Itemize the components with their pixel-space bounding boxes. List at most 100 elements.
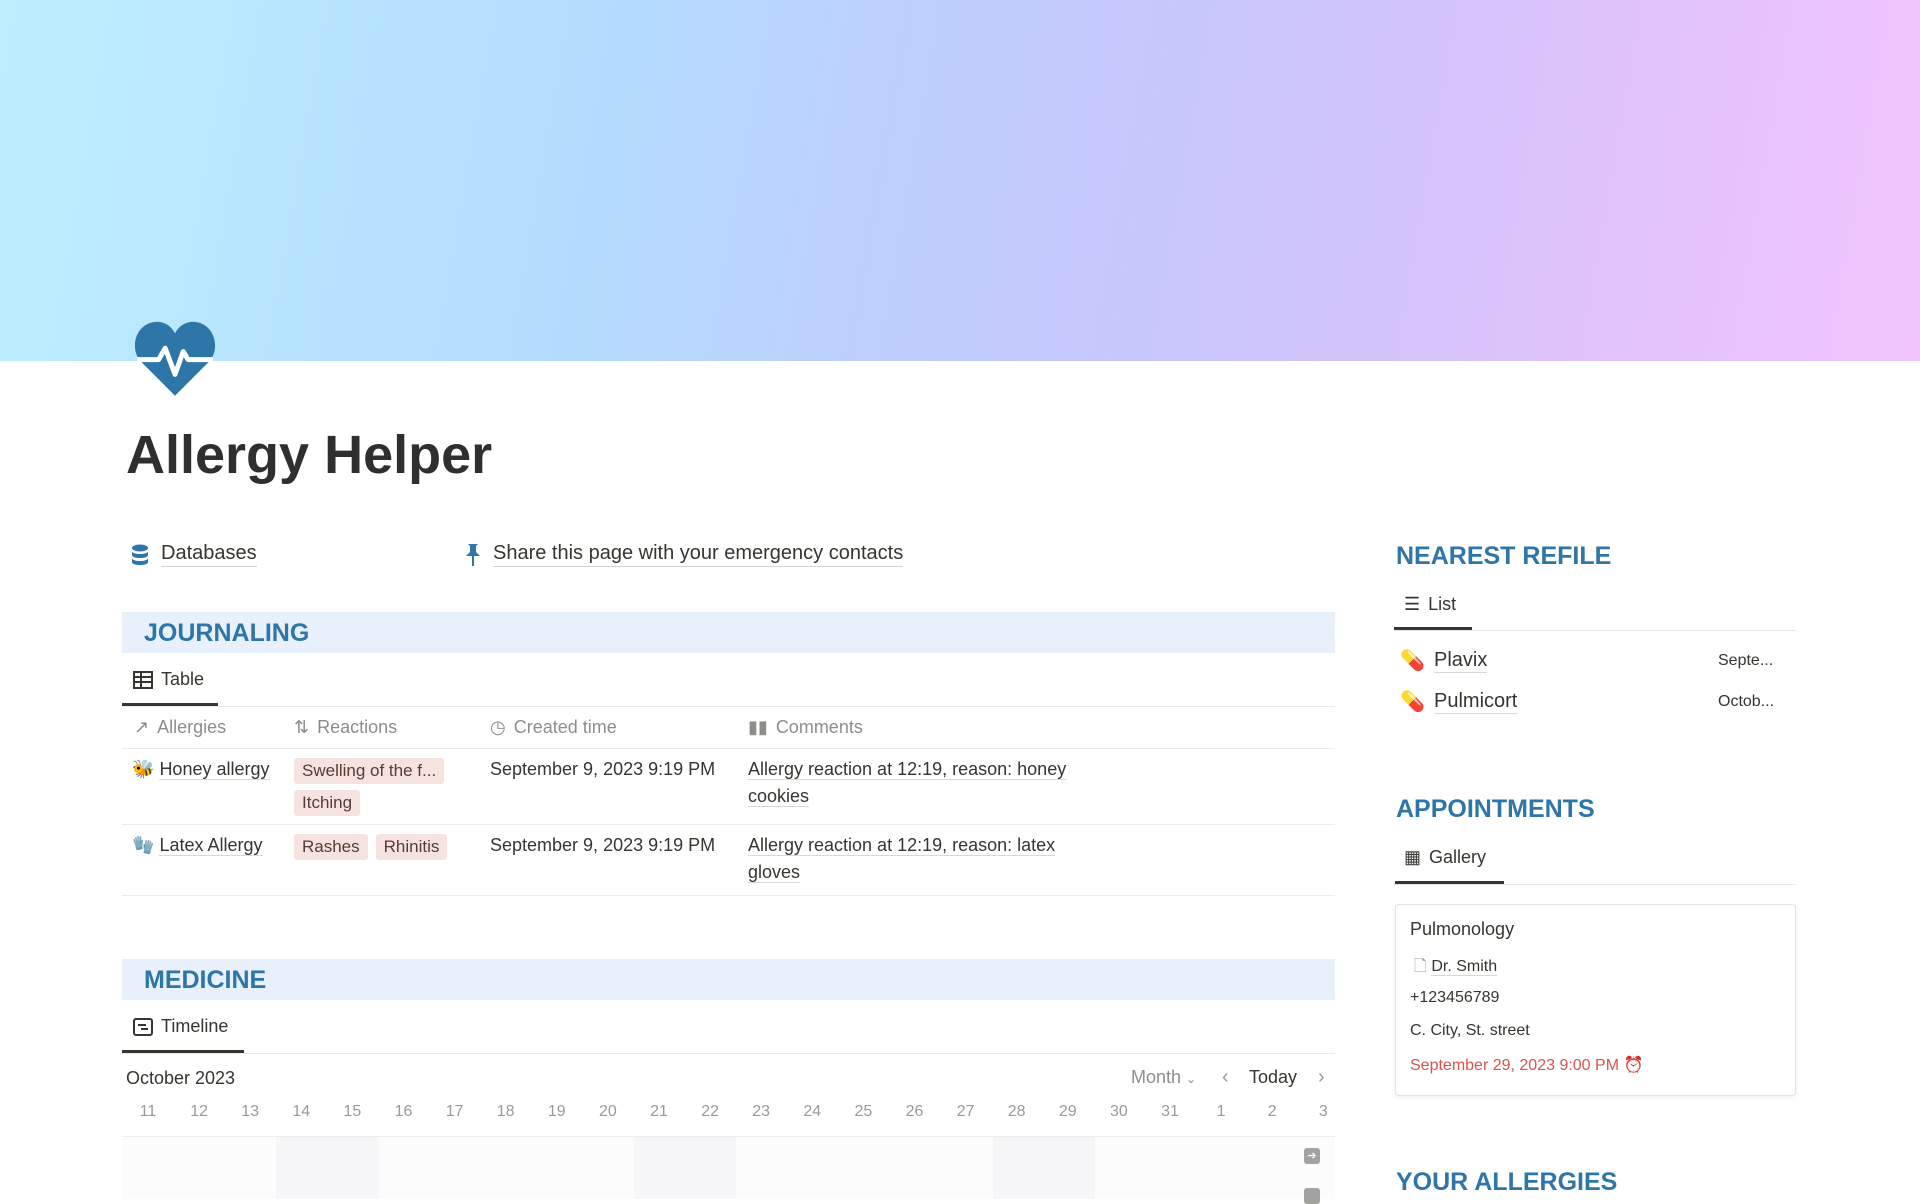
medicine-header: MEDICINE <box>122 959 1335 1000</box>
timeline-day: 2 <box>1267 1103 1277 1120</box>
timeline-day: 21 <box>650 1103 668 1120</box>
timeline-day: 14 <box>292 1103 311 1120</box>
reaction-tag: Swelling of the f... <box>294 758 445 784</box>
arrow-right-icon[interactable] <box>1304 1188 1320 1204</box>
appointment-card[interactable]: Pulmonology 🗋 Dr. Smith +123456789 C. Ci… <box>1395 904 1796 1096</box>
scale-label: Month <box>1131 1067 1182 1087</box>
prev-icon[interactable]: ‹ <box>1222 1066 1229 1088</box>
comment-text: Allergy reaction at 12:19, reason: honey… <box>748 759 1067 807</box>
timeline-day: 22 <box>701 1103 719 1120</box>
comment-text: Allergy reaction at 12:19, reason: latex… <box>748 835 1056 883</box>
tab-list[interactable]: ☰ List <box>1404 594 1456 615</box>
timeline-day: 1 <box>1216 1103 1226 1120</box>
allergy-cell[interactable]: 🧤 Latex Allergy <box>132 832 272 859</box>
reactions-cell[interactable]: Rashes Rhinitis <box>294 834 484 866</box>
timeline-day: 28 <box>1007 1103 1026 1120</box>
timeline-day: 29 <box>1058 1103 1077 1120</box>
timeline-day: 30 <box>1109 1103 1128 1120</box>
timeline-icon <box>133 1017 153 1036</box>
column-label: Comments <box>775 717 863 737</box>
reaction-tag: Itching <box>294 790 361 816</box>
list-item[interactable]: 💊 Pulmicort Octob... <box>1400 689 1796 714</box>
column-reactions[interactable]: ⇅ Reactions <box>294 717 397 738</box>
doctor-name: Dr. Smith <box>1431 958 1498 976</box>
alarm-clock-icon: ⏰ <box>1623 1057 1644 1074</box>
journaling-heading: JOURNALING <box>144 619 310 647</box>
tab-label: List <box>1428 594 1457 614</box>
doctor-field[interactable]: 🗋 Dr. Smith <box>1414 955 1498 982</box>
timeline-scale-select[interactable]: Month ⌄ <box>1131 1067 1196 1088</box>
refill-date: Octob... <box>1718 692 1775 710</box>
journaling-header: JOURNALING <box>122 612 1335 653</box>
next-icon[interactable]: › <box>1318 1066 1325 1088</box>
timeline-day: 31 <box>1161 1103 1179 1120</box>
refill-date: Septe... <box>1718 651 1774 669</box>
allergy-name: Honey allergy <box>159 759 270 780</box>
arrow-right-icon[interactable]: ➜ <box>1304 1148 1320 1164</box>
databases-label: Databases <box>161 542 257 567</box>
allergies-heading: YOUR ALLERGIES <box>1396 1168 1618 1196</box>
column-comments[interactable]: ▮▮ Comments <box>748 717 863 738</box>
today-button[interactable]: Today <box>1249 1067 1298 1087</box>
chevron-down-icon: ⌄ <box>1186 1072 1197 1086</box>
timeline-day: 16 <box>394 1103 413 1120</box>
timeline-day: 12 <box>190 1103 208 1120</box>
allergy-cell[interactable]: 🐝 Honey allergy <box>132 756 272 783</box>
tab-timeline[interactable]: Timeline <box>133 1016 228 1037</box>
card-title: Pulmonology <box>1410 919 1515 939</box>
list-item[interactable]: 💊 Plavix Septe... <box>1400 648 1796 673</box>
tab-label: Gallery <box>1429 847 1487 867</box>
reactions-cell[interactable]: Swelling of the f... Itching <box>294 758 484 822</box>
divider <box>122 895 1335 896</box>
book-icon: ▮▮ <box>748 717 768 737</box>
column-label: Created time <box>513 717 617 737</box>
cover-banner <box>0 0 1920 361</box>
timeline-day: 26 <box>905 1103 924 1120</box>
address: C. City, St. street <box>1410 1022 1530 1039</box>
divider <box>1394 630 1796 631</box>
appointments-heading: APPOINTMENTS <box>1396 795 1595 823</box>
gallery-icon: ▦ <box>1404 847 1422 867</box>
share-label: Share this page with your emergency cont… <box>493 542 904 567</box>
page-title: Allergy Helper <box>126 425 493 485</box>
phone: +123456789 <box>1410 989 1500 1006</box>
tab-table[interactable]: Table <box>133 669 204 690</box>
weekend-shade <box>276 1137 379 1199</box>
comment-cell[interactable]: Allergy reaction at 12:19, reason: honey… <box>748 756 1108 810</box>
timeline-day: 20 <box>598 1103 617 1120</box>
reaction-tag: Rhinitis <box>375 834 448 860</box>
medicine-heading: MEDICINE <box>144 966 267 994</box>
database-icon <box>132 544 148 565</box>
datetime-text: September 29, 2023 9:00 PM <box>1410 1057 1620 1074</box>
medicine-name: Plavix <box>1434 648 1488 673</box>
timeline-day: 17 <box>445 1103 464 1120</box>
tab-label: Timeline <box>161 1016 229 1036</box>
pill-icon: 💊 <box>1400 691 1425 713</box>
created-cell: September 9, 2023 9:19 PM <box>490 835 716 855</box>
refill-heading: NEAREST REFILE <box>1396 542 1612 570</box>
timeline-day: 25 <box>854 1103 873 1120</box>
column-allergies[interactable]: ↗ Allergies <box>134 717 226 738</box>
tab-label: Table <box>161 669 205 689</box>
column-created-time[interactable]: ◷ Created time <box>490 717 617 738</box>
databases-link[interactable]: Databases <box>131 542 257 567</box>
page-icon: 🗋 <box>1414 958 1427 975</box>
timeline-day: 23 <box>752 1103 771 1120</box>
share-link[interactable]: Share this page with your emergency cont… <box>465 542 904 567</box>
timeline-day: 13 <box>241 1103 260 1120</box>
tab-gallery[interactable]: ▦ Gallery <box>1404 847 1486 868</box>
timeline-day: 11 <box>139 1103 157 1120</box>
weekend-shade <box>993 1137 1095 1199</box>
active-tab-indicator <box>1395 881 1504 884</box>
list-icon: ☰ <box>1404 594 1421 614</box>
pill-icon: 💊 <box>1400 650 1425 672</box>
created-cell: September 9, 2023 9:19 PM <box>490 759 716 779</box>
heart-pulse-icon <box>134 321 216 396</box>
divider <box>122 748 1335 749</box>
comment-cell[interactable]: Allergy reaction at 12:19, reason: latex… <box>748 832 1108 886</box>
divider <box>1394 884 1796 885</box>
timeline-day: 19 <box>547 1103 566 1120</box>
column-label: Reactions <box>317 717 398 737</box>
divider <box>122 824 1335 825</box>
timeline-day: 18 <box>496 1103 515 1120</box>
